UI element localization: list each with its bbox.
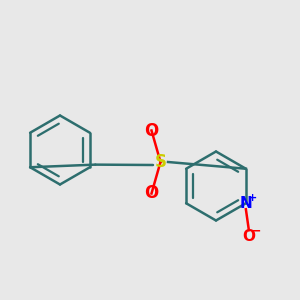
Text: S: S [154,153,166,171]
Text: O: O [144,184,159,202]
Text: O: O [144,122,159,140]
Text: −: − [251,224,262,237]
Text: +: + [248,193,257,203]
Text: N: N [239,196,252,211]
Text: O: O [242,229,255,244]
